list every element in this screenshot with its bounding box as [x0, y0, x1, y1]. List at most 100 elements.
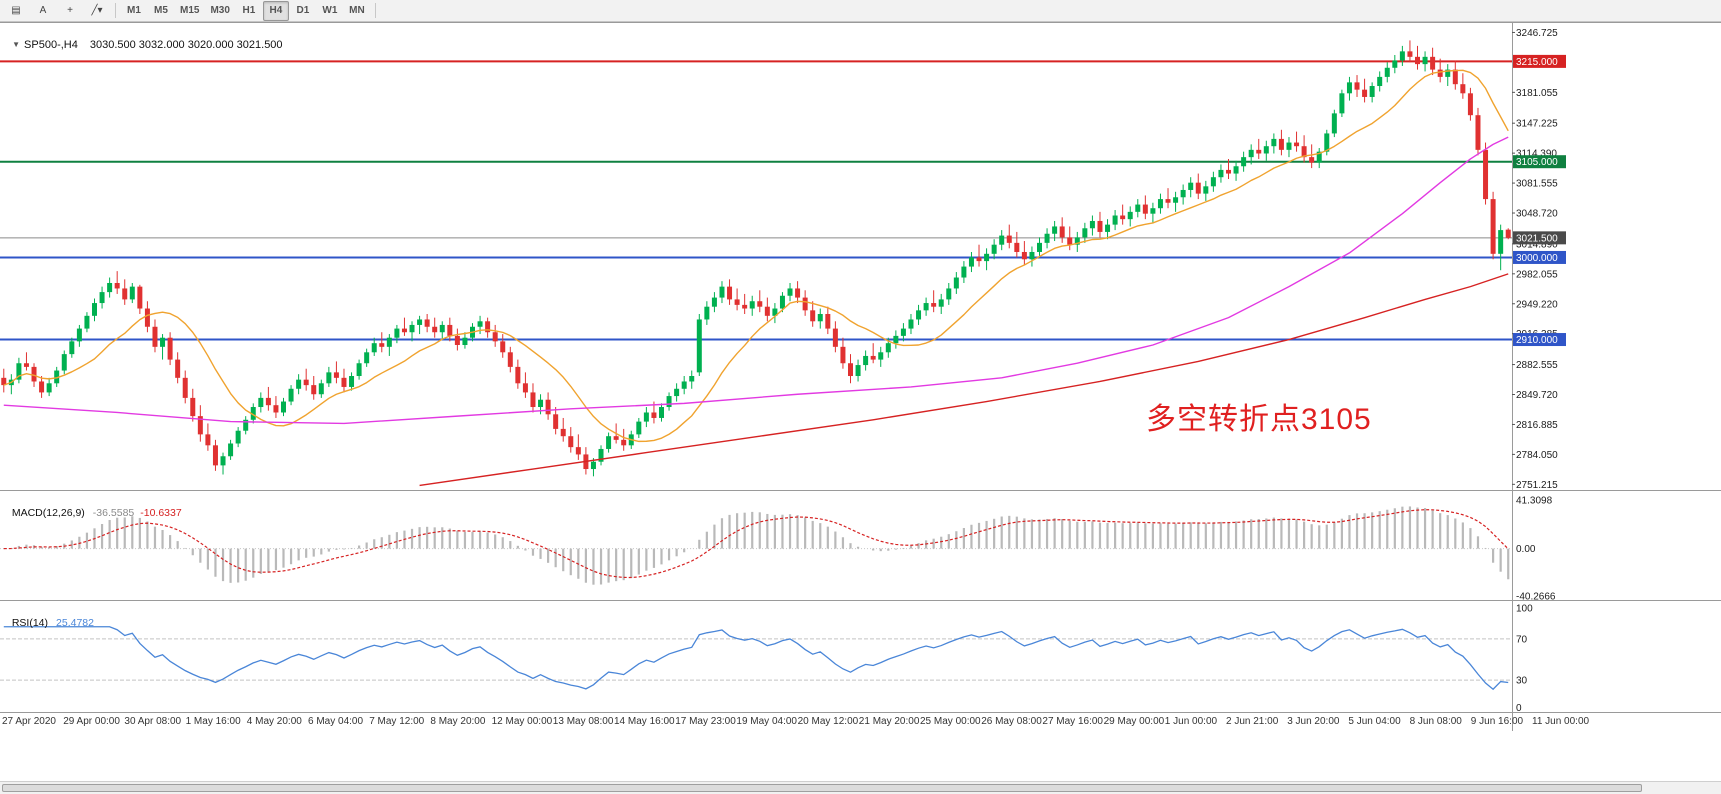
candlestick [356, 359, 362, 380]
candle-body [424, 319, 430, 327]
candle-body [704, 306, 710, 320]
cursor-icon[interactable]: A [39, 5, 47, 16]
candlestick [1233, 160, 1239, 181]
candlestick [636, 417, 642, 439]
candlestick [742, 293, 748, 314]
candlestick [719, 281, 725, 304]
candlestick [1460, 73, 1466, 99]
candle-body [1467, 93, 1473, 116]
price-tick-label: 2751.215 [1516, 480, 1558, 491]
candlestick [727, 279, 733, 305]
candlestick [8, 374, 14, 395]
candle-body [817, 313, 823, 322]
price-badge [1513, 54, 1566, 68]
candlestick [39, 376, 45, 398]
candle-body [545, 399, 551, 415]
candle-body [999, 235, 1005, 245]
candlestick [167, 332, 173, 366]
candlestick [1392, 55, 1398, 74]
timeframe-button-m30[interactable]: M30 [210, 5, 230, 16]
candlestick [129, 282, 135, 304]
timeframe-button-h4[interactable]: H4 [262, 0, 289, 21]
candlestick [1097, 211, 1103, 238]
rsi-line [3, 626, 1509, 691]
crosshair-icon[interactable]: + [67, 5, 73, 16]
candle-body [1483, 149, 1489, 200]
candle-body [1392, 60, 1398, 68]
candlestick [1052, 220, 1058, 242]
candle-body [1384, 67, 1390, 77]
candlestick [666, 392, 672, 411]
time-axis-label: 6 May 04:00 [308, 716, 363, 727]
candlestick [364, 348, 370, 367]
candlestick [1150, 202, 1156, 223]
candlestick [114, 271, 120, 294]
candle-body [1195, 182, 1201, 194]
candle-body [1165, 199, 1171, 203]
candlestick [681, 376, 687, 395]
symbol-menu-icon[interactable]: ▼ [12, 40, 21, 49]
ma-mid-line [3, 136, 1509, 425]
candlestick [1354, 75, 1360, 97]
timeframe-button-d1[interactable]: D1 [296, 5, 310, 16]
horizontal-scrollbar[interactable] [0, 781, 1721, 794]
candlestick [1241, 151, 1247, 172]
candlestick [1309, 144, 1315, 169]
candlestick [1294, 131, 1300, 152]
candle-body [99, 292, 105, 304]
candlestick [1127, 206, 1133, 227]
candle-body [878, 352, 884, 360]
candlestick [1, 368, 7, 393]
candlestick [1475, 107, 1481, 156]
candle-body [1490, 199, 1496, 254]
timeframe-button-w1[interactable]: W1 [322, 5, 338, 16]
candlestick [1059, 217, 1065, 243]
candle-body [1399, 51, 1405, 61]
timeframe-button-m5[interactable]: M5 [154, 5, 168, 16]
time-axis-label: 30 Apr 08:00 [124, 716, 181, 727]
candlestick [1157, 193, 1163, 214]
candlestick [46, 377, 52, 397]
horizontal-lines-layer[interactable] [0, 60, 1512, 341]
time-axis-label: 9 Jun 16:00 [1471, 716, 1524, 727]
time-axis-label: 29 Apr 00:00 [63, 716, 120, 727]
price-tick-label: 3147.225 [1516, 119, 1558, 130]
candle-body [515, 366, 521, 384]
charts-icon[interactable]: ▤ [11, 5, 21, 16]
candle-body [303, 379, 309, 386]
candle-body [1437, 69, 1443, 77]
candlestick [1210, 171, 1216, 192]
candlestick [1407, 40, 1413, 63]
candle-body [1218, 169, 1224, 178]
candlestick [659, 403, 664, 422]
candlestick [515, 359, 521, 389]
candlestick [1362, 78, 1368, 103]
candlestick [303, 368, 309, 391]
candle-body [1498, 230, 1504, 254]
timeframe-button-h1[interactable]: H1 [242, 5, 256, 16]
candlestick [311, 376, 317, 400]
candle-body [689, 376, 695, 382]
candlestick [878, 346, 884, 367]
draw-tools-icon[interactable]: ╱▾ [91, 5, 103, 16]
candlestick [386, 334, 392, 356]
candlestick [76, 324, 82, 347]
candle-body [1127, 211, 1133, 220]
chart-symbol-period: SP500-,H4 [24, 39, 78, 51]
candle-body [1316, 151, 1322, 163]
candlestick [643, 407, 649, 428]
candle-body [281, 401, 286, 413]
timeframe-button-mn[interactable]: MN [349, 5, 365, 16]
candlestick [749, 295, 755, 316]
scrollbar-thumb[interactable] [2, 784, 1642, 792]
candlestick [674, 383, 680, 402]
candle-body [492, 332, 498, 342]
candle-body [1082, 228, 1088, 238]
candlestick [1037, 237, 1042, 258]
timeframe-button-m15[interactable]: M15 [180, 5, 200, 16]
candlestick [1339, 89, 1345, 118]
candle-body [500, 341, 506, 353]
timeframe-button-m1[interactable]: M1 [127, 5, 141, 16]
candlestick [107, 277, 113, 298]
